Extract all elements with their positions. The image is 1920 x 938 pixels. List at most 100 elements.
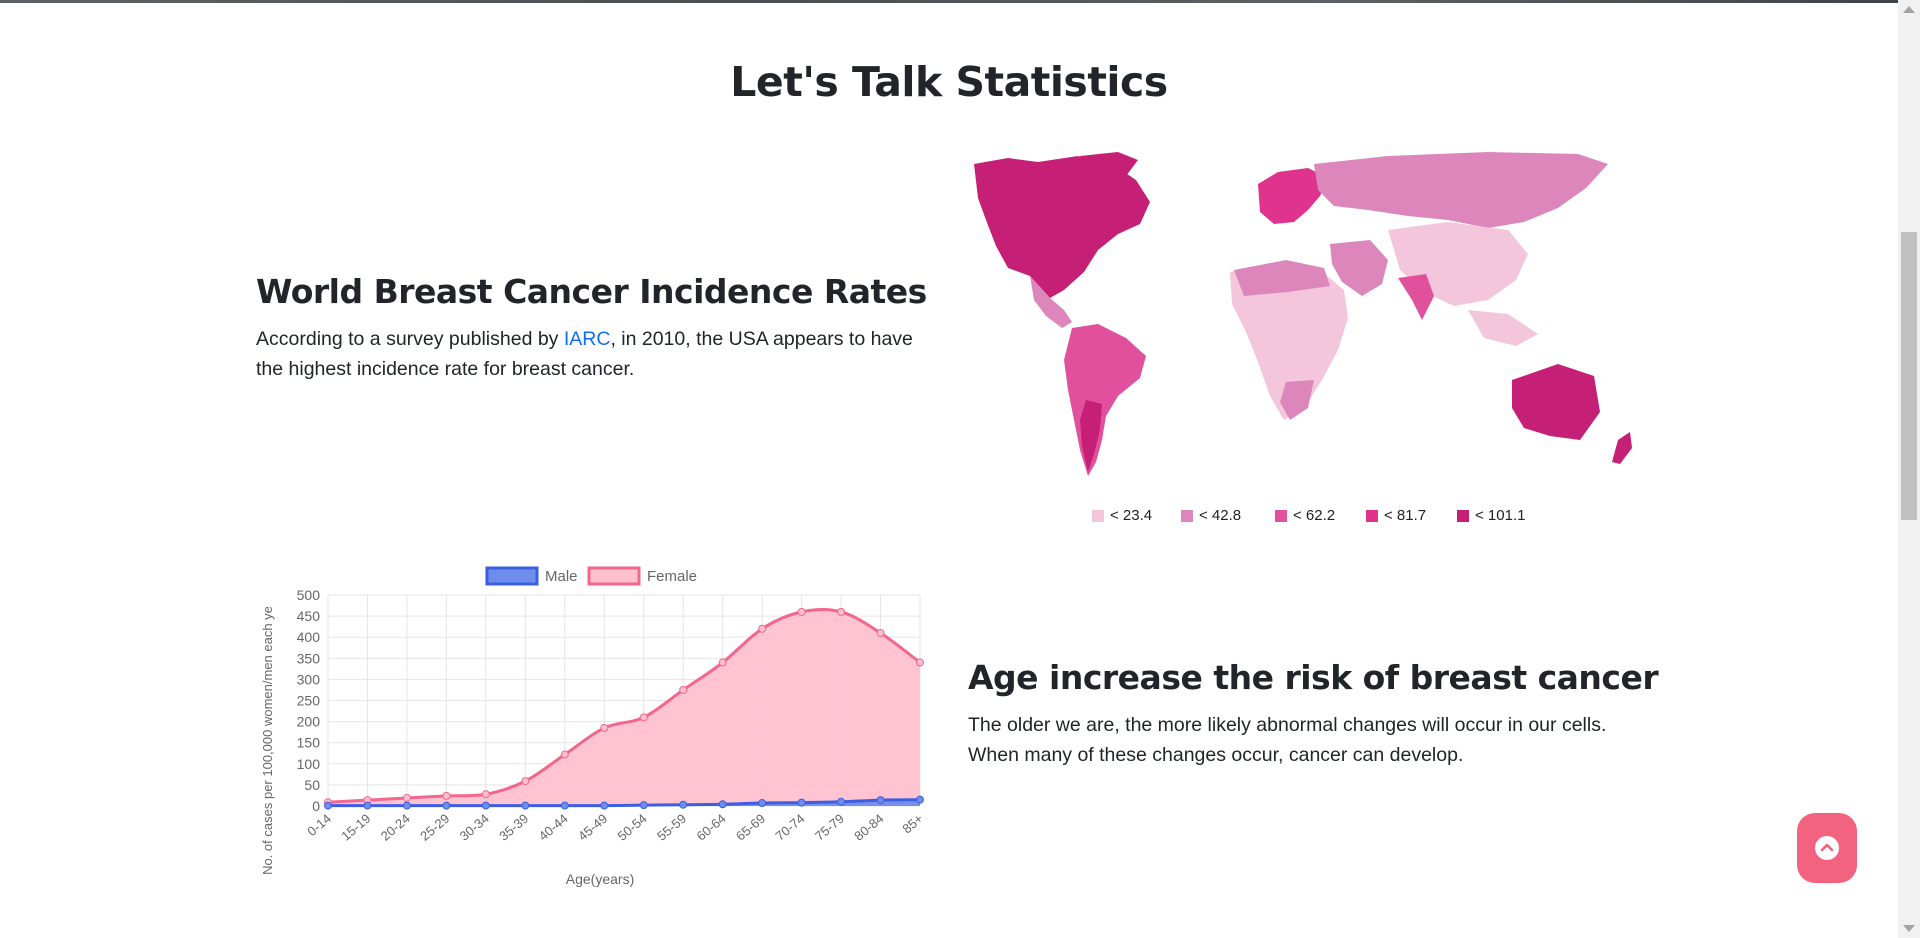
data-point-female [600, 723, 609, 732]
data-point-male [324, 801, 332, 810]
data-point-female [837, 607, 846, 616]
data-point-female [679, 685, 688, 694]
scroll-down-arrow-icon[interactable] [1903, 925, 1915, 932]
x-tick-label: 25-29 [417, 811, 452, 844]
x-tick-label: 85+ [899, 811, 926, 837]
x-tick-label: 30-34 [457, 811, 492, 844]
region-russia-asia [1314, 152, 1608, 228]
scrollbar-thumb[interactable] [1901, 232, 1917, 520]
data-point-female [718, 658, 727, 667]
legend-swatch-3 [1275, 510, 1287, 522]
x-tick-label: 15-19 [338, 811, 373, 844]
page-title: Let's Talk Statistics [730, 58, 1168, 106]
data-point-female [442, 791, 451, 800]
x-tick-label: 70-74 [772, 811, 807, 844]
data-point-male [797, 798, 806, 807]
data-point-male [402, 801, 411, 810]
y-tick-label: 400 [297, 629, 321, 645]
x-tick-label: 75-79 [812, 811, 847, 844]
data-point-male [481, 801, 490, 810]
map-regions [974, 152, 1632, 476]
legend-swatch-female [587, 566, 641, 586]
data-point-female [402, 793, 411, 802]
data-point-female [639, 713, 648, 722]
data-point-female [876, 628, 885, 637]
y-tick-label: 450 [297, 608, 321, 624]
region-india [1398, 274, 1434, 320]
x-tick-label: 60-64 [693, 811, 728, 844]
chevron-up-icon [1820, 843, 1834, 852]
x-tick-label: 35-39 [496, 811, 531, 844]
x-tick-label: 65-69 [733, 811, 768, 844]
x-tick-label: 55-59 [654, 811, 689, 844]
age-text: The older we are, the more likely abnorm… [968, 714, 1607, 766]
region-europe [1258, 168, 1328, 224]
y-axis-title: No. of cases per 100,000 women/men each … [260, 606, 275, 875]
y-tick-label: 150 [297, 735, 321, 751]
region-new-zealand [1612, 432, 1632, 464]
x-tick-label: 0-14 [304, 811, 334, 839]
page-scrollbar[interactable] [1898, 0, 1920, 938]
data-point-female [758, 624, 767, 633]
data-point-male [521, 801, 530, 810]
data-point-male [876, 796, 885, 805]
region-southeast-asia [1468, 310, 1538, 346]
data-point-female [916, 658, 924, 667]
series-line-male [328, 798, 921, 808]
world-incidence-map: < 23.4 < 42.8 < 62.2 < 81.7 < 101.1 [974, 152, 1632, 524]
x-tick-label: 45-49 [575, 811, 610, 844]
region-south-america [1064, 324, 1146, 476]
region-central-america [1030, 276, 1072, 328]
region-africa [1230, 262, 1348, 420]
incidence-text-after: , in 2010, the USA appears to have the h… [256, 328, 913, 380]
data-point-male [442, 801, 451, 810]
map-legend: < 23.4 < 42.8 < 62.2 < 81.7 < 101.1 [1092, 507, 1525, 524]
legend-label-4: < 81.7 [1384, 507, 1426, 524]
legend-label-5: < 101.1 [1475, 507, 1525, 524]
region-middle-east [1330, 240, 1388, 296]
y-tick-label: 300 [297, 671, 321, 687]
series-line-female [327, 608, 921, 804]
data-point-male [600, 801, 609, 810]
incidence-text-before: According to a survey published by [256, 328, 564, 350]
y-tick-label: 0 [312, 798, 320, 814]
x-tick-label: 50-54 [615, 811, 650, 844]
legend-label-male: Male [545, 568, 578, 585]
x-tick-label: 80-84 [851, 811, 886, 844]
data-point-male [560, 801, 569, 810]
top-image-edge [0, 0, 1898, 3]
region-south-africa [1280, 380, 1314, 420]
y-tick-label: 50 [304, 777, 320, 793]
data-point-male [363, 801, 372, 810]
region-north-america [974, 156, 1150, 298]
iarc-link[interactable]: IARC [563, 328, 611, 350]
region-greenland [1080, 152, 1138, 178]
legend-label-3: < 62.2 [1293, 507, 1335, 524]
data-point-male [718, 800, 727, 809]
data-point-male [639, 801, 648, 810]
legend-swatch-1 [1092, 510, 1104, 522]
data-point-female [797, 607, 806, 616]
data-point-male [837, 797, 846, 806]
legend-swatch-2 [1181, 510, 1193, 522]
data-point-female [481, 790, 490, 799]
region-australia [1512, 364, 1600, 440]
legend-swatch-5 [1457, 510, 1469, 522]
scroll-up-arrow-icon[interactable] [1903, 6, 1915, 13]
age-heading: Age increase the risk of breast cancer [968, 658, 1659, 697]
y-tick-label: 250 [297, 693, 321, 709]
series-area-male [328, 799, 920, 806]
y-tick-label: 350 [297, 650, 321, 666]
data-point-female [521, 777, 530, 786]
data-point-male [679, 800, 688, 809]
back-to-top-button[interactable] [1797, 813, 1857, 883]
legend-swatch-male [485, 566, 539, 586]
legend-swatch-4 [1366, 510, 1378, 522]
region-argentina [1080, 400, 1102, 472]
data-point-male [758, 799, 767, 808]
legend-label-1: < 23.4 [1110, 507, 1152, 524]
legend-label-female: Female [647, 568, 697, 585]
y-tick-label: 200 [297, 714, 321, 730]
x-axis-title: Age(years) [566, 871, 634, 887]
